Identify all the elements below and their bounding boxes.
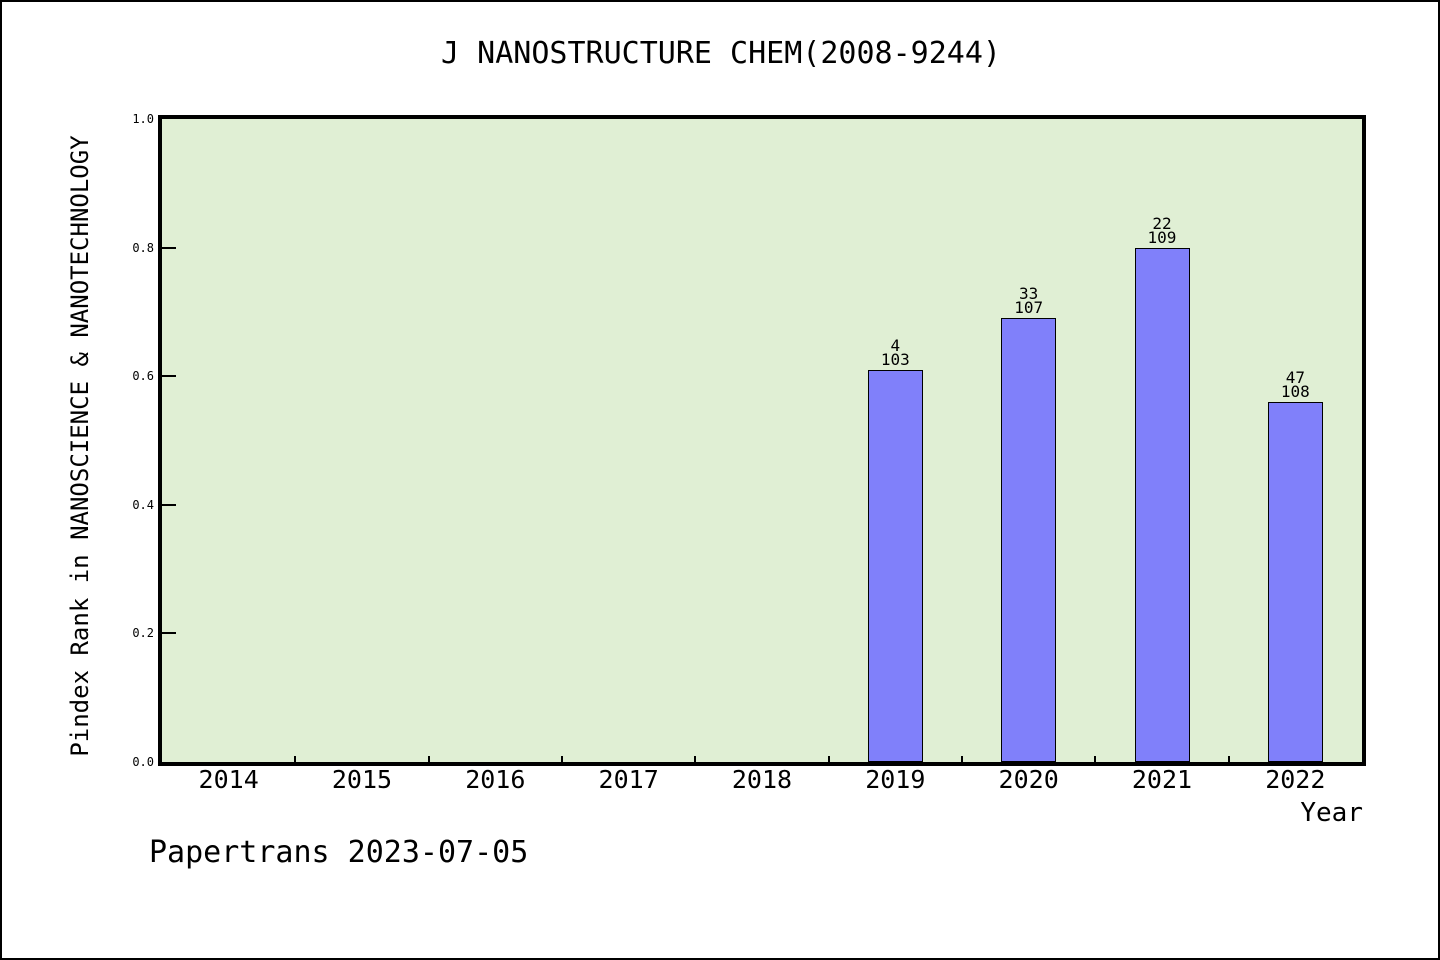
x-axis-tick-label: 2015: [331, 765, 393, 794]
footer-watermark: Papertrans 2023-07-05: [149, 835, 529, 870]
y-tick: [162, 375, 176, 378]
bar-2019: [867, 369, 923, 762]
y-axis-tick-label: 0.6: [132, 369, 154, 384]
x-axis-tick-label: 2014: [198, 765, 259, 794]
y-axis-title: Pindex Rank in NANOSCIENCE & NANOTECHNOL…: [66, 135, 94, 757]
x-tick: [961, 756, 963, 762]
x-axis-tick-label: 2022: [1265, 765, 1326, 794]
bar-value-label: 47 108: [1229, 367, 1362, 401]
y-tick: [162, 503, 176, 506]
y-axis-tick-label: 0.2: [132, 626, 154, 641]
x-axis-tick-label: 2021: [1131, 765, 1193, 794]
x-tick: [694, 756, 697, 762]
bar-total: 108: [1280, 381, 1310, 401]
bar-value-label: 22 109: [1095, 213, 1228, 247]
bar-rank: 33: [1019, 284, 1039, 304]
bar-total: 103: [880, 349, 910, 369]
x-tick: [1094, 756, 1097, 762]
bar-total: 107: [1014, 298, 1044, 318]
y-tick: [162, 632, 176, 635]
bar-2022: [1267, 401, 1323, 762]
x-tick: [427, 756, 430, 762]
bar-rank: 22: [1152, 213, 1172, 233]
x-tick: [294, 756, 297, 762]
y-tick: [162, 246, 176, 249]
x-axis-tick-label: 2016: [465, 765, 526, 794]
y-axis-tick-label: 0.4: [132, 497, 154, 512]
x-tick: [1227, 756, 1230, 762]
x-axis-tick-label: 2018: [731, 765, 793, 794]
bar-rank: 47: [1285, 367, 1305, 387]
bar-value-label: 33 107: [962, 284, 1095, 318]
y-axis-tick-label: 0.0: [132, 755, 154, 769]
plot-layer: 2014 2015 2016 2017 2018 2019 2020 2021 2022 0.0 0…: [132, 112, 1362, 794]
x-tick: [561, 756, 563, 762]
chart-title: J NANOSTRUCTURE CHEM(2008-9244): [441, 36, 1001, 71]
x-axis-tick-label: 2017: [598, 765, 659, 794]
bar-value-label: 4 103: [829, 335, 962, 369]
bar-rank: 4: [890, 335, 901, 355]
x-axis-tick-label: 2019: [865, 765, 926, 794]
y-axis-tick-label: 1.0: [132, 112, 154, 126]
bar-2020: [1001, 318, 1057, 762]
x-axis-tick-label: 2020: [998, 765, 1059, 794]
x-axis-title: Year: [1300, 798, 1363, 828]
bar-total: 109: [1147, 227, 1177, 247]
y-axis-tick-label: 0.8: [132, 240, 154, 255]
x-tick: [827, 756, 830, 762]
bar-2021: [1134, 247, 1190, 762]
